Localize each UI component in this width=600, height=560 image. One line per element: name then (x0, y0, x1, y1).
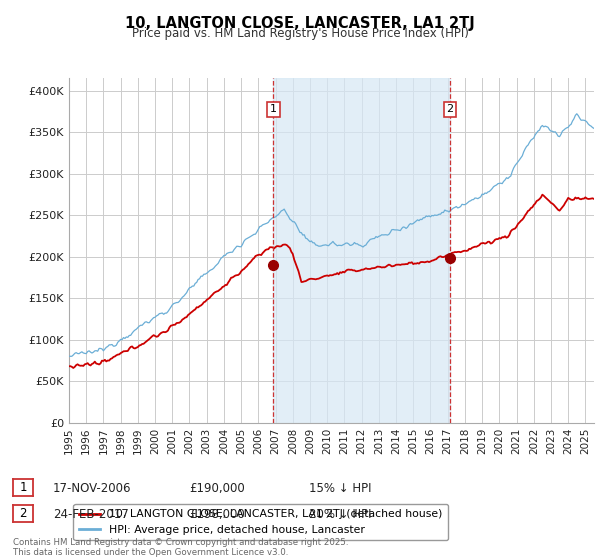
Text: £190,000: £190,000 (189, 482, 245, 495)
Text: 17-NOV-2006: 17-NOV-2006 (53, 482, 131, 495)
Text: £198,000: £198,000 (189, 507, 245, 521)
Text: 20% ↓ HPI: 20% ↓ HPI (309, 507, 371, 521)
Text: 1: 1 (270, 104, 277, 114)
Text: 24-FEB-2017: 24-FEB-2017 (53, 507, 128, 521)
Text: 15% ↓ HPI: 15% ↓ HPI (309, 482, 371, 495)
Text: 10, LANGTON CLOSE, LANCASTER, LA1 2TJ: 10, LANGTON CLOSE, LANCASTER, LA1 2TJ (125, 16, 475, 31)
Text: 2: 2 (19, 507, 27, 520)
Legend: 10, LANGTON CLOSE, LANCASTER, LA1 2TJ (detached house), HPI: Average price, deta: 10, LANGTON CLOSE, LANCASTER, LA1 2TJ (d… (73, 504, 448, 540)
Text: 1: 1 (19, 481, 27, 494)
Text: Contains HM Land Registry data © Crown copyright and database right 2025.
This d: Contains HM Land Registry data © Crown c… (13, 538, 349, 557)
Bar (274, 78, 450, 423)
Text: 2: 2 (446, 104, 454, 114)
Text: Price paid vs. HM Land Registry's House Price Index (HPI): Price paid vs. HM Land Registry's House … (131, 27, 469, 40)
